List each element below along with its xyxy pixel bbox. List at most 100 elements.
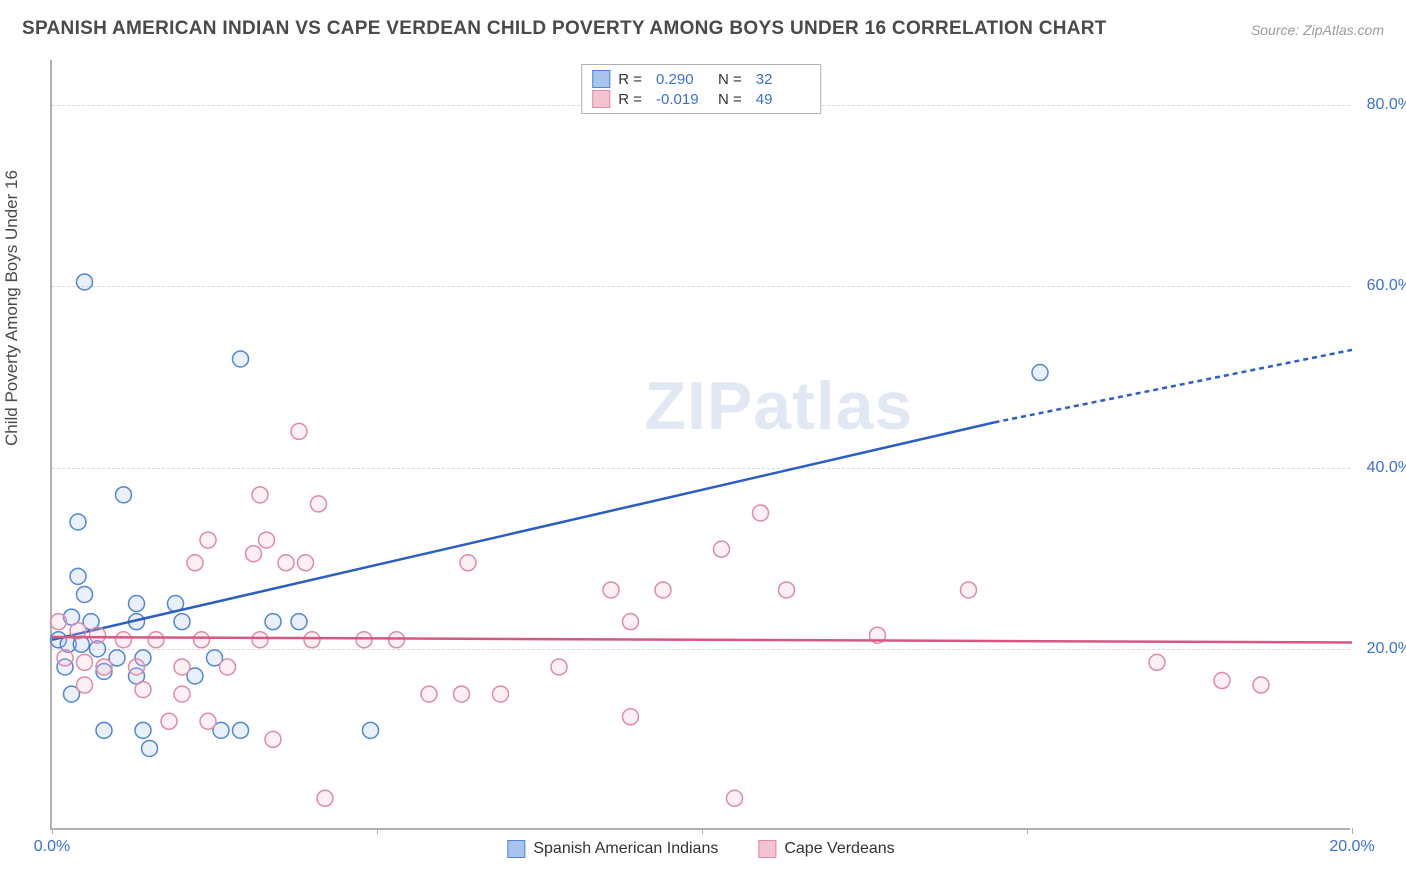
scatter-point-series-1 — [135, 682, 151, 698]
scatter-point-series-1 — [298, 555, 314, 571]
x-tick — [377, 828, 378, 834]
scatter-point-series-1 — [623, 614, 639, 630]
scatter-point-series-0 — [77, 274, 93, 290]
scatter-point-series-1 — [551, 659, 567, 675]
scatter-point-series-1 — [90, 627, 106, 643]
scatter-point-series-1 — [174, 686, 190, 702]
scatter-point-series-1 — [278, 555, 294, 571]
swatch-series-0 — [592, 70, 610, 88]
scatter-point-series-1 — [389, 632, 405, 648]
corr-n-label: N = — [718, 91, 742, 108]
corr-r-value-0: 0.290 — [656, 71, 710, 88]
corr-n-value-1: 49 — [756, 91, 810, 108]
y-tick-label: 40.0% — [1367, 459, 1406, 477]
scatter-point-series-1 — [116, 632, 132, 648]
scatter-point-series-0 — [96, 722, 112, 738]
corr-r-label: R = — [618, 91, 642, 108]
scatter-point-series-1 — [200, 713, 216, 729]
scatter-point-series-1 — [460, 555, 476, 571]
scatter-point-series-1 — [311, 496, 327, 512]
scatter-point-series-0 — [77, 586, 93, 602]
correlation-legend-row: R = -0.019 N = 49 — [592, 89, 810, 109]
scatter-point-series-1 — [655, 582, 671, 598]
scatter-point-series-1 — [57, 650, 73, 666]
x-tick — [1027, 828, 1028, 834]
legend-item: Cape Verdeans — [758, 840, 894, 858]
x-tick-label: 20.0% — [1329, 838, 1374, 856]
scatter-point-series-1 — [77, 677, 93, 693]
corr-n-label: N = — [718, 71, 742, 88]
scatter-point-series-0 — [265, 614, 281, 630]
chart-title: SPANISH AMERICAN INDIAN VS CAPE VERDEAN … — [22, 18, 1107, 40]
y-tick-label: 80.0% — [1367, 96, 1406, 114]
y-axis-label: Child Poverty Among Boys Under 16 — [2, 170, 22, 446]
scatter-point-series-0 — [116, 487, 132, 503]
scatter-point-series-0 — [233, 722, 249, 738]
scatter-point-series-1 — [259, 532, 275, 548]
scatter-point-series-0 — [1032, 365, 1048, 381]
scatter-point-series-1 — [252, 487, 268, 503]
source-attribution: Source: ZipAtlas.com — [1251, 22, 1384, 38]
scatter-point-series-1 — [51, 614, 67, 630]
scatter-point-series-1 — [148, 632, 164, 648]
scatter-point-series-1 — [246, 546, 262, 562]
x-tick — [702, 828, 703, 834]
chart-container: SPANISH AMERICAN INDIAN VS CAPE VERDEAN … — [0, 0, 1406, 892]
scatter-point-series-1 — [603, 582, 619, 598]
scatter-point-series-0 — [363, 722, 379, 738]
scatter-point-series-0 — [174, 614, 190, 630]
scatter-point-series-1 — [1149, 654, 1165, 670]
scatter-point-series-1 — [421, 686, 437, 702]
scatter-point-series-1 — [779, 582, 795, 598]
scatter-point-series-1 — [961, 582, 977, 598]
correlation-legend: R = 0.290 N = 32 R = -0.019 N = 49 — [581, 64, 821, 114]
scatter-point-series-1 — [194, 632, 210, 648]
x-tick — [1352, 828, 1353, 834]
scatter-point-series-1 — [727, 790, 743, 806]
scatter-point-series-1 — [1253, 677, 1269, 693]
trend-line-series-0 — [52, 422, 995, 639]
scatter-point-series-0 — [129, 596, 145, 612]
scatter-point-series-1 — [304, 632, 320, 648]
plot-area: ZIPatlas 20.0%40.0%60.0%80.0% 0.0%20.0% … — [50, 60, 1350, 830]
scatter-point-series-1 — [77, 654, 93, 670]
scatter-point-series-1 — [493, 686, 509, 702]
scatter-point-series-0 — [135, 722, 151, 738]
x-tick-label: 0.0% — [34, 838, 70, 856]
scatter-point-series-1 — [291, 423, 307, 439]
y-tick-label: 60.0% — [1367, 277, 1406, 295]
swatch-series-0 — [507, 840, 525, 858]
scatter-point-series-1 — [356, 632, 372, 648]
corr-n-value-0: 32 — [756, 71, 810, 88]
corr-r-label: R = — [618, 71, 642, 88]
swatch-series-1 — [758, 840, 776, 858]
scatter-point-series-1 — [220, 659, 236, 675]
scatter-point-series-1 — [623, 709, 639, 725]
y-tick-label: 20.0% — [1367, 640, 1406, 658]
scatter-point-series-1 — [129, 659, 145, 675]
swatch-series-1 — [592, 90, 610, 108]
scatter-point-series-1 — [454, 686, 470, 702]
scatter-point-series-1 — [252, 632, 268, 648]
legend-label-1: Cape Verdeans — [784, 840, 894, 858]
legend-item: Spanish American Indians — [507, 840, 718, 858]
series-legend: Spanish American Indians Cape Verdeans — [507, 840, 894, 858]
scatter-point-series-0 — [233, 351, 249, 367]
trend-line-series-1 — [52, 637, 1352, 642]
scatter-point-series-1 — [187, 555, 203, 571]
scatter-point-series-1 — [161, 713, 177, 729]
x-tick — [52, 828, 53, 834]
correlation-legend-row: R = 0.290 N = 32 — [592, 69, 810, 89]
scatter-point-series-1 — [174, 659, 190, 675]
scatter-point-series-1 — [317, 790, 333, 806]
trend-line-extrapolated-series-0 — [995, 350, 1353, 422]
scatter-point-series-1 — [265, 731, 281, 747]
scatter-point-series-1 — [1214, 673, 1230, 689]
scatter-point-series-1 — [714, 541, 730, 557]
scatter-point-series-1 — [753, 505, 769, 521]
scatter-svg — [52, 60, 1350, 828]
scatter-point-series-0 — [70, 514, 86, 530]
scatter-point-series-0 — [70, 568, 86, 584]
legend-label-0: Spanish American Indians — [533, 840, 718, 858]
scatter-point-series-0 — [291, 614, 307, 630]
